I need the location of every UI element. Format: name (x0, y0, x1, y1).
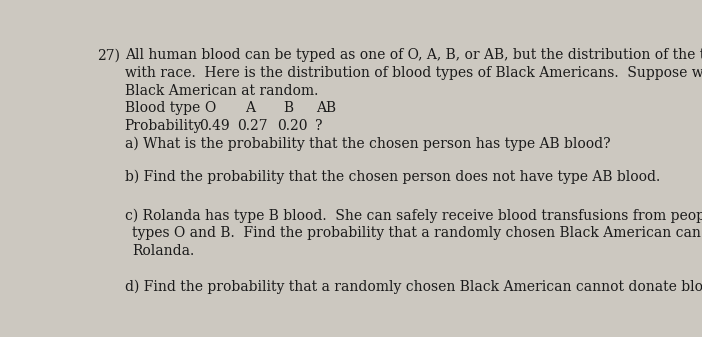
Text: c) Rolanda has type B blood.  She can safely receive blood transfusions from peo: c) Rolanda has type B blood. She can saf… (125, 209, 702, 223)
Text: Rolanda.: Rolanda. (133, 244, 194, 258)
Text: Black American at random.: Black American at random. (125, 84, 318, 97)
Text: b) Find the probability that the chosen person does not have type AB blood.: b) Find the probability that the chosen … (125, 170, 660, 184)
Text: A: A (246, 101, 256, 115)
Text: All human blood can be typed as one of O, A, B, or AB, but the distribution of t: All human blood can be typed as one of O… (125, 48, 702, 62)
Text: with race.  Here is the distribution of blood types of Black Americans.  Suppose: with race. Here is the distribution of b… (125, 66, 702, 80)
Text: d) Find the probability that a randomly chosen Black American cannot donate bloo: d) Find the probability that a randomly … (125, 279, 702, 294)
Text: Probability: Probability (125, 119, 202, 133)
Text: O: O (205, 101, 216, 115)
Text: 0.20: 0.20 (277, 119, 307, 133)
Text: types O and B.  Find the probability that a randomly chosen Black American can d: types O and B. Find the probability that… (133, 226, 702, 240)
Text: 0.27: 0.27 (237, 119, 268, 133)
Text: 0.49: 0.49 (199, 119, 230, 133)
Text: B: B (284, 101, 293, 115)
Text: ?: ? (315, 119, 323, 133)
Text: 27): 27) (98, 48, 121, 62)
Text: Blood type: Blood type (125, 101, 200, 115)
Text: AB: AB (317, 101, 336, 115)
Text: a) What is the probability that the chosen person has type AB blood?: a) What is the probability that the chos… (125, 136, 610, 151)
